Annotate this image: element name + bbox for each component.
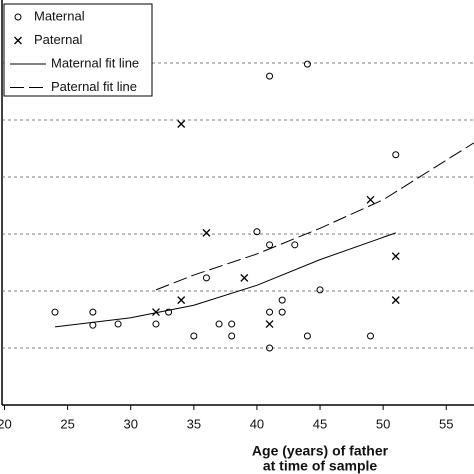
point (152, 308, 160, 317)
point (391, 252, 400, 261)
x-tick-label: 50 (376, 416, 390, 431)
x-axis-label: Age (years) of father (252, 443, 389, 459)
point (253, 228, 261, 236)
x-tick-label: 25 (60, 416, 74, 431)
point (278, 308, 286, 316)
point (266, 241, 274, 249)
point (266, 308, 274, 316)
fit-line (155, 142, 474, 291)
x-tick-label: 30 (123, 416, 137, 431)
point (278, 296, 286, 304)
point (152, 320, 160, 328)
x-axis-label: at time of sample (263, 458, 378, 474)
point (228, 332, 236, 340)
point (165, 308, 173, 316)
x-tick-label: 45 (313, 416, 327, 431)
x-tick-label: 20 (0, 416, 12, 431)
point (303, 332, 311, 340)
point (392, 151, 400, 159)
fit-line (54, 232, 396, 328)
point (265, 320, 274, 329)
point (391, 296, 400, 305)
point (190, 332, 198, 340)
legend-symbol (14, 36, 22, 45)
x-tick-label: 35 (187, 416, 201, 431)
x-tick-label: 55 (439, 416, 453, 431)
point (316, 286, 324, 294)
point (202, 274, 210, 282)
legend-symbol (14, 13, 22, 21)
point (202, 228, 211, 237)
legend-label: Paternal fit line (51, 79, 137, 94)
legend-label: Paternal (34, 32, 83, 47)
point (215, 320, 223, 328)
point (366, 195, 375, 204)
point (291, 241, 299, 249)
point (89, 308, 97, 316)
point (266, 344, 274, 352)
point (240, 273, 249, 282)
legend-label: Maternal fit line (51, 55, 139, 70)
point (367, 332, 375, 340)
point (51, 308, 59, 316)
point (228, 320, 236, 328)
point (303, 60, 311, 68)
point (177, 120, 186, 128)
legend-label: Maternal (34, 8, 85, 23)
point (266, 72, 274, 80)
x-tick-label: 40 (250, 416, 264, 431)
legend (3, 3, 153, 97)
point (114, 320, 122, 328)
point (177, 296, 186, 305)
